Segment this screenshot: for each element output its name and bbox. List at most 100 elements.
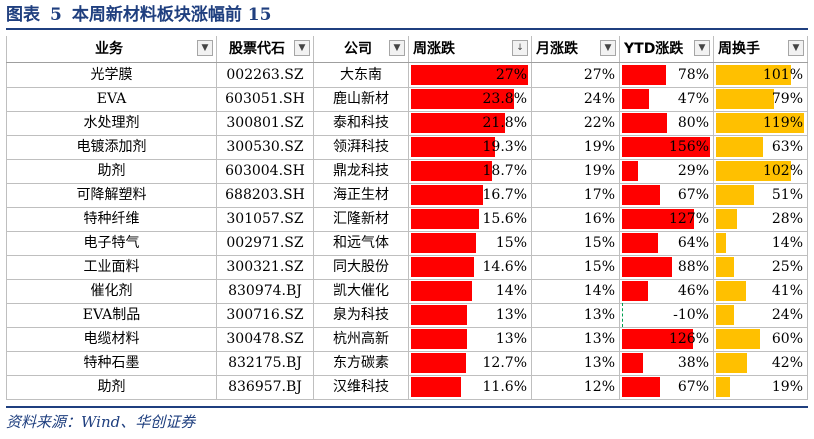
turnover-cell: 102% bbox=[714, 159, 808, 183]
weekly-change-cell: 16.7% bbox=[409, 183, 532, 207]
cell-value: 19% bbox=[771, 379, 803, 395]
stock-code-cell: 300801.SZ bbox=[217, 111, 314, 135]
turnover-cell: 51% bbox=[714, 183, 808, 207]
company-cell: 大东南 bbox=[314, 63, 409, 87]
source-note: 资料来源：Wind、华创证券 bbox=[6, 413, 196, 431]
turnover-cell: 60% bbox=[714, 327, 808, 351]
cell-value: 15% bbox=[583, 235, 615, 251]
monthly-change-cell: 14% bbox=[532, 279, 620, 303]
figure-label: 图表 bbox=[6, 5, 40, 25]
cell-value: 15% bbox=[495, 235, 527, 251]
cell-value: 21.8% bbox=[482, 115, 527, 131]
header-ytd-change: YTD涨跌 ▼ bbox=[620, 36, 714, 62]
stock-code-cell: 300321.SZ bbox=[217, 255, 314, 279]
ytd-change-cell: 47% bbox=[620, 87, 714, 111]
filter-dropdown-icon[interactable]: ▼ bbox=[389, 40, 405, 56]
company-cell: 泉为科技 bbox=[314, 303, 409, 327]
company-cell: 凯大催化 bbox=[314, 279, 409, 303]
company-cell: 鼎龙科技 bbox=[314, 159, 409, 183]
turnover-bar bbox=[716, 137, 763, 157]
weekly-change-bar bbox=[411, 281, 472, 301]
ytd-change-bar bbox=[622, 377, 660, 397]
cell-value: 15.6% bbox=[482, 211, 527, 227]
header-label: 周换手 bbox=[718, 41, 760, 57]
ytd-change-cell: 67% bbox=[620, 183, 714, 207]
weekly-change-bar bbox=[411, 353, 466, 373]
stock-code-cell: 300530.SZ bbox=[217, 135, 314, 159]
cell-value: 19.3% bbox=[482, 139, 527, 155]
turnover-cell: 25% bbox=[714, 255, 808, 279]
cell-value: 79% bbox=[771, 91, 803, 107]
weekly-change-cell: 13% bbox=[409, 327, 532, 351]
header-weekly-turnover: 周换手 ▼ bbox=[714, 36, 808, 62]
filter-dropdown-icon[interactable]: ▼ bbox=[294, 40, 310, 56]
weekly-change-cell: 14.6% bbox=[409, 255, 532, 279]
cell-value: 29% bbox=[677, 163, 709, 179]
turnover-cell: 14% bbox=[714, 231, 808, 255]
ytd-change-cell: 29% bbox=[620, 159, 714, 183]
monthly-change-cell: 13% bbox=[532, 351, 620, 375]
header-label: 周涨跌 bbox=[413, 41, 455, 57]
title-underline bbox=[6, 28, 808, 30]
cell-value: 13% bbox=[495, 331, 527, 347]
monthly-change-cell: 13% bbox=[532, 303, 620, 327]
monthly-change-cell: 27% bbox=[532, 63, 620, 87]
monthly-change-cell: 24% bbox=[532, 87, 620, 111]
turnover-cell: 24% bbox=[714, 303, 808, 327]
business-cell: 助剂 bbox=[6, 375, 217, 399]
figure-title: 图表 5 本周新材料板块涨幅前 15 bbox=[6, 3, 271, 27]
cell-value: 13% bbox=[583, 307, 615, 323]
figure-number: 5 bbox=[50, 5, 62, 25]
table-row: 特种石墨 832175.BJ 东方碳素 12.7% 13% 38% 42% bbox=[6, 351, 808, 376]
cell-value: 15% bbox=[583, 259, 615, 275]
turnover-cell: 19% bbox=[714, 375, 808, 399]
cell-value: 67% bbox=[677, 379, 709, 395]
turnover-bar bbox=[716, 329, 760, 349]
table-row: 光学膜 002263.SZ 大东南 27% 27% 78% 101% bbox=[6, 63, 808, 88]
business-cell: 光学膜 bbox=[6, 63, 217, 87]
company-cell: 鹿山新材 bbox=[314, 87, 409, 111]
company-cell: 同大股份 bbox=[314, 255, 409, 279]
filter-dropdown-icon[interactable]: ▼ bbox=[788, 40, 804, 56]
filter-dropdown-icon[interactable]: ▼ bbox=[197, 40, 213, 56]
business-cell: EVA制品 bbox=[6, 303, 217, 327]
table-row: 可降解塑料 688203.SH 海正生材 16.7% 17% 67% 51% bbox=[6, 183, 808, 208]
cell-value: 78% bbox=[677, 67, 709, 83]
ytd-change-bar bbox=[622, 281, 648, 301]
weekly-change-bar bbox=[411, 233, 476, 253]
turnover-bar bbox=[716, 353, 747, 373]
ytd-change-cell: 38% bbox=[620, 351, 714, 375]
table-row: 电缆材料 300478.SZ 杭州高新 13% 13% 126% 60% bbox=[6, 327, 808, 352]
stock-code-cell: 301057.SZ bbox=[217, 207, 314, 231]
business-cell: EVA bbox=[6, 87, 217, 111]
ytd-change-cell: -10% bbox=[620, 303, 714, 327]
cell-value: 126% bbox=[668, 331, 709, 347]
cell-value: 156% bbox=[668, 139, 709, 155]
cell-value: 46% bbox=[677, 283, 709, 299]
weekly-change-cell: 11.6% bbox=[409, 375, 532, 399]
monthly-change-cell: 12% bbox=[532, 375, 620, 399]
ytd-change-bar bbox=[622, 209, 694, 229]
weekly-change-bar bbox=[411, 209, 479, 229]
weekly-change-cell: 18.7% bbox=[409, 159, 532, 183]
ytd-change-bar bbox=[622, 353, 643, 373]
header-company: 公司 ▼ bbox=[314, 36, 409, 62]
table-row: 助剂 836957.BJ 汉维科技 11.6% 12% 67% 19% bbox=[6, 375, 808, 400]
weekly-change-bar bbox=[411, 89, 514, 109]
cell-value: 14% bbox=[495, 283, 527, 299]
company-cell: 泰和科技 bbox=[314, 111, 409, 135]
cell-value: 23.8% bbox=[482, 91, 527, 107]
monthly-change-cell: 13% bbox=[532, 327, 620, 351]
cell-value: 12% bbox=[583, 379, 615, 395]
monthly-change-cell: 15% bbox=[532, 231, 620, 255]
filter-dropdown-icon[interactable]: ▼ bbox=[600, 40, 616, 56]
filter-dropdown-icon[interactable]: ▼ bbox=[694, 40, 710, 56]
ytd-change-bar bbox=[622, 137, 710, 157]
table-row: 水处理剂 300801.SZ 泰和科技 21.8% 22% 80% 119% bbox=[6, 111, 808, 136]
cell-value: 64% bbox=[677, 235, 709, 251]
sort-descending-icon[interactable]: ↓ bbox=[512, 40, 528, 56]
weekly-change-bar bbox=[411, 305, 467, 325]
cell-value: 51% bbox=[771, 187, 803, 203]
header-weekly-change: 周涨跌 ↓ bbox=[409, 36, 532, 62]
weekly-change-bar bbox=[411, 329, 467, 349]
